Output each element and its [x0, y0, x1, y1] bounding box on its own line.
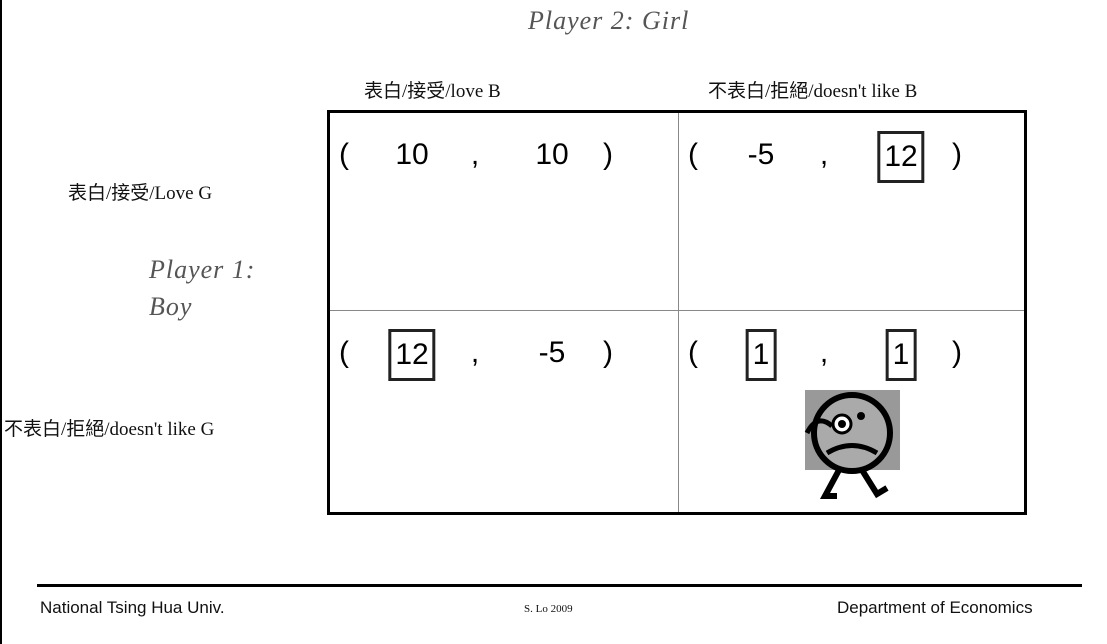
separator: , [819, 336, 829, 369]
payoff: -5 [747, 138, 775, 171]
player-1-label: Boy [149, 292, 193, 321]
divider [330, 310, 1024, 311]
payoff: 12 [388, 329, 436, 381]
player-1-label: Player 1: [149, 255, 256, 284]
payoff-matrix: (,) 10 10 (,) -5 12 (,) 12 -5 (,) 1 1 [327, 110, 1027, 515]
paren: ) [952, 138, 962, 171]
footer-right: Department of Economics [837, 598, 1033, 617]
paren: ) [952, 336, 962, 369]
column-header: 不表白/拒絕/doesn't like B [708, 81, 918, 102]
separator: , [819, 138, 829, 171]
paren: ( [688, 336, 698, 369]
sad-face-icon [804, 390, 900, 499]
payoff: 12 [877, 131, 925, 183]
payoff-cell: (,) 1 1 [679, 311, 1027, 509]
footer-left: National Tsing Hua Univ. [40, 598, 225, 617]
paren: ( [688, 138, 698, 171]
footer-rule [37, 584, 1082, 587]
row-header: 表白/接受/Love G [68, 183, 213, 204]
payoff: 1 [885, 329, 917, 381]
paren: ) [603, 336, 613, 369]
paren: ( [339, 138, 349, 171]
footer-center: S. Lo 2009 [524, 603, 573, 615]
payoff: 10 [395, 138, 429, 171]
payoff: -5 [538, 336, 566, 369]
player-2-label: Player 2: Girl [528, 6, 690, 35]
paren: ) [603, 138, 613, 171]
payoff: 10 [535, 138, 569, 171]
payoff-cell: (,) 10 10 [330, 113, 678, 311]
payoff-cell: (,) -5 12 [679, 113, 1027, 311]
column-header: 表白/接受/love B [364, 81, 501, 102]
row-header: 不表白/拒絕/doesn't like G [4, 419, 215, 440]
payoff: 1 [745, 329, 777, 381]
payoff-cell: (,) 12 -5 [330, 311, 678, 509]
separator: , [470, 336, 480, 369]
separator: , [470, 138, 480, 171]
divider [678, 113, 679, 512]
paren: ( [339, 336, 349, 369]
